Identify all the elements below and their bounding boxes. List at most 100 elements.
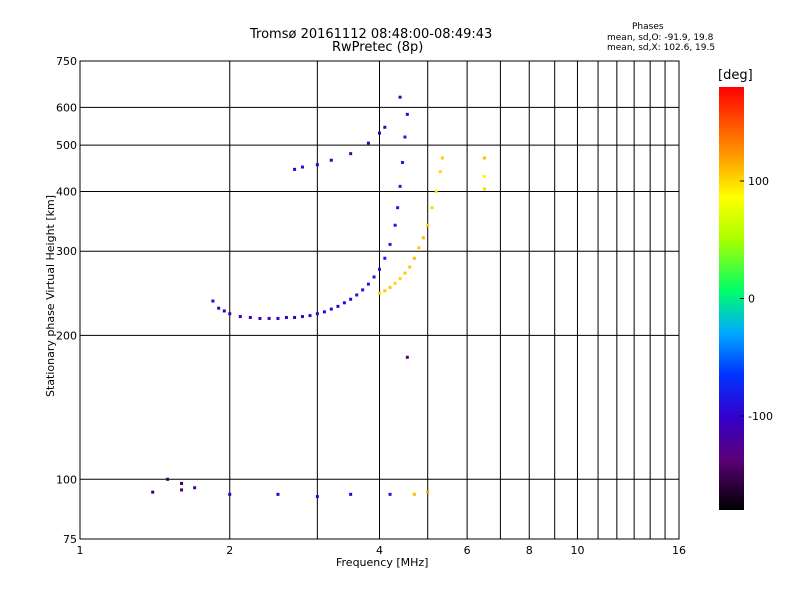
data-point: [308, 314, 312, 318]
data-point: [398, 95, 402, 99]
data-point: [315, 495, 319, 499]
data-point: [276, 492, 280, 496]
data-point: [180, 481, 184, 485]
x-tick-label: 16: [672, 544, 686, 557]
data-point: [482, 156, 486, 160]
data-point: [393, 281, 397, 285]
data-point: [228, 492, 232, 496]
axes: [79, 60, 680, 540]
y-tick-label: 200: [56, 329, 77, 342]
data-point: [336, 304, 340, 308]
data-point: [315, 163, 319, 167]
data-point: [408, 265, 412, 269]
data-point: [378, 131, 381, 135]
y-tick-label: 75: [63, 533, 77, 546]
y-tick-label: 600: [56, 101, 77, 114]
data-point: [300, 165, 304, 169]
x-axis-label: Frequency [MHz]: [336, 556, 429, 569]
data-point: [388, 492, 392, 496]
data-point: [405, 112, 409, 116]
data-point: [421, 236, 425, 240]
chart-title: Tromsø 20161112 08:48:00-08:49:43: [250, 27, 493, 42]
data-point: [440, 156, 444, 160]
data-point: [300, 315, 304, 319]
data-point: [405, 355, 409, 359]
data-point: [412, 492, 416, 496]
data-point: [217, 306, 221, 310]
data-point: [396, 206, 400, 210]
data-point: [349, 152, 353, 156]
colorbar-tick-label: 0: [748, 293, 755, 306]
data-point: [315, 312, 319, 316]
data-point: [383, 125, 387, 129]
grid-lines: [80, 61, 679, 539]
data-point: [398, 184, 402, 188]
data-point: [284, 315, 288, 319]
data-point: [322, 310, 326, 314]
data-point: [293, 315, 297, 319]
data-point: [417, 246, 421, 250]
data-points: [151, 95, 486, 499]
data-point: [361, 288, 365, 292]
data-point: [258, 316, 262, 320]
data-point: [211, 299, 215, 303]
y-tick-label: 100: [56, 473, 77, 486]
data-point: [403, 135, 407, 139]
colorbar-unit: [deg]: [718, 68, 753, 83]
x-tick-label: 4: [376, 544, 383, 557]
data-point: [383, 289, 387, 293]
x-tick-label: 6: [464, 544, 471, 557]
phases-x-mode: mean, sd,X: 102.6, 19.5: [607, 43, 716, 53]
plot-frame: [79, 60, 680, 540]
data-point: [430, 206, 434, 210]
data-point: [378, 291, 381, 295]
data-point: [349, 492, 353, 496]
phases-heading: Phases: [632, 22, 664, 32]
y-tick-label: 500: [56, 139, 77, 152]
data-point: [238, 315, 242, 319]
data-point: [388, 242, 392, 246]
chart-subtitle: RwPretec (8p): [332, 40, 424, 55]
data-point: [434, 189, 438, 193]
data-point: [166, 477, 170, 481]
data-point: [398, 277, 402, 281]
data-point: [412, 256, 416, 260]
y-tick-label: 300: [56, 245, 77, 258]
data-point: [426, 490, 430, 494]
x-tick-label: 2: [226, 544, 233, 557]
data-point: [366, 282, 370, 286]
x-tick-labels: 1 2 4 6 8 10 16: [77, 544, 687, 557]
data-point: [151, 490, 155, 494]
data-point: [222, 309, 226, 313]
data-point: [329, 158, 333, 162]
data-point: [193, 486, 197, 490]
data-point: [372, 275, 376, 279]
data-point: [401, 160, 405, 164]
data-point: [366, 141, 370, 145]
data-point: [228, 312, 232, 316]
data-point: [426, 223, 430, 227]
data-point: [388, 285, 392, 289]
data-point: [248, 315, 252, 319]
data-point: [383, 256, 387, 260]
y-tick-labels: 75 100 200 300 400 500 600 750: [56, 55, 77, 546]
data-point: [329, 307, 333, 311]
data-point: [276, 316, 280, 320]
colorbar-tick-label: -100: [748, 410, 773, 423]
data-point: [403, 271, 407, 275]
phases-o-mode: mean, sd,O: -91.9, 19.8: [607, 33, 714, 43]
data-point: [355, 293, 359, 297]
x-tick-label: 1: [77, 544, 84, 557]
colorbar-ticks: 100 0 -100: [740, 175, 773, 423]
data-point: [438, 170, 442, 174]
data-point: [293, 167, 297, 171]
data-point: [349, 297, 353, 301]
data-point: [482, 187, 486, 191]
data-point: [267, 316, 271, 320]
data-point: [342, 301, 346, 305]
x-tick-label: 10: [570, 544, 584, 557]
colorbar-tick-label: 100: [748, 175, 769, 188]
data-point: [393, 223, 397, 227]
x-tick-label: 8: [526, 544, 533, 557]
